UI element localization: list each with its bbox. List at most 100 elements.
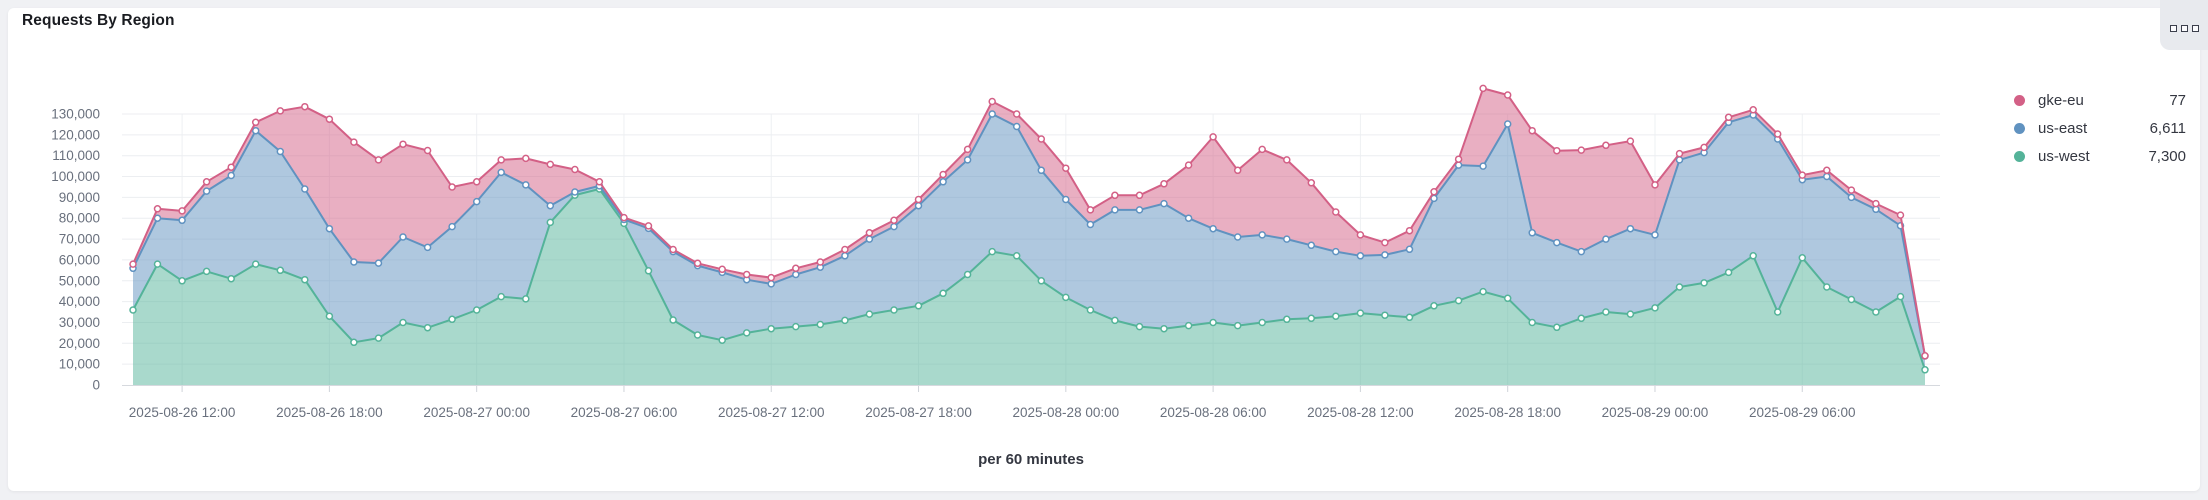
data-point-gke-eu [1283,156,1291,164]
data-point-us-east [1503,120,1512,128]
data-point-gke-eu [865,229,874,237]
data-point-gke-eu [571,165,579,174]
data-point-us-west [841,316,849,325]
legend-item-us-west[interactable]: us-west 7,300 [2014,148,2186,165]
data-point-us-west [1307,314,1316,323]
x-axis-label: 2025-08-28 12:00 [1307,405,1414,420]
panel-options-button[interactable] [2160,0,2208,50]
data-point-us-west [276,266,285,275]
data-point-us-east [1823,172,1831,181]
legend-value: 7,300 [2148,148,2186,165]
area-band-us-east [133,114,1925,370]
data-point-gke-eu [841,245,849,254]
data-point-gke-eu [1675,149,1684,158]
legend-dot-us-east [2014,123,2025,134]
data-point-us-east [571,188,579,196]
data-point-gke-eu [718,265,726,274]
data-point-gke-eu [1037,135,1046,143]
data-point-gke-eu [153,205,162,213]
data-point-gke-eu [1160,180,1168,188]
data-point-gke-eu [1798,171,1807,179]
data-point-us-east [1307,241,1316,250]
data-point-gke-eu [890,216,898,225]
data-point-us-east [227,171,235,180]
data-point-gke-eu [1111,191,1119,200]
data-point-gke-eu [1332,208,1340,216]
data-point-gke-eu [1577,146,1586,154]
data-point-us-west [1798,254,1807,262]
data-point-gke-eu [1553,146,1561,155]
x-axis-label: 2025-08-27 12:00 [718,405,825,420]
data-point-us-east [963,156,972,164]
data-point-us-west [890,306,898,314]
series-line-us-east [132,113,1926,357]
data-point-us-west [963,270,972,279]
data-point-us-west [178,277,186,285]
data-point-us-east [1233,233,1242,241]
data-point-gke-eu [325,115,334,123]
data-point-us-east [1184,214,1193,222]
data-point-us-east [1356,252,1365,260]
data-point-us-east [472,197,481,206]
legend-item-us-east[interactable]: us-east 6,611 [2014,120,2186,137]
data-point-gke-eu [374,156,383,164]
data-point-gke-eu [1062,164,1070,172]
data-point-us-west [350,338,358,347]
data-point-gke-eu [1749,106,1757,114]
x-axis-label: 2025-08-27 06:00 [571,405,678,420]
data-point-us-west [497,292,505,301]
data-point-gke-eu [1012,110,1021,118]
data-point-us-west [325,312,334,320]
data-point-gke-eu [301,102,309,111]
data-point-us-east [1847,193,1856,202]
data-point-us-east [374,259,383,267]
data-point-us-west [1233,321,1242,330]
y-axis-label: 100,000 [51,169,100,184]
data-point-us-east [202,187,211,195]
y-axis-label: 10,000 [59,357,100,372]
data-point-us-west [816,320,825,329]
data-point-us-east [988,110,996,118]
data-point-gke-eu [1135,191,1144,200]
data-point-gke-eu [1503,91,1512,99]
y-axis-label: 70,000 [59,232,100,247]
data-point-gke-eu [1381,238,1389,247]
data-point-us-west [1356,309,1365,317]
data-point-us-east [1405,245,1414,254]
data-point-us-west [1847,295,1856,304]
x-axis-title: per 60 minutes [978,451,1084,468]
data-point-us-east [1037,166,1046,175]
data-point-us-west [742,329,751,337]
legend-value: 6,611 [2149,120,2186,137]
y-axis-label: 90,000 [59,190,100,205]
data-point-us-east [178,216,186,225]
data-point-gke-eu [350,138,358,146]
boxes-horizontal-icon [2180,24,2188,32]
data-point-us-east [1626,224,1635,233]
legend-item-gke-eu[interactable]: gke-eu 77 [2014,92,2186,109]
data-point-us-west [718,336,726,344]
data-point-us-west [1209,318,1217,327]
data-point-us-west [1184,321,1193,330]
data-point-us-west [472,306,481,314]
data-point-gke-eu [1724,113,1733,122]
data-point-us-east [301,185,309,193]
data-point-us-east [251,126,260,135]
y-axis-label: 110,000 [52,148,100,163]
data-point-gke-eu [792,264,800,273]
data-point-us-west [202,267,211,276]
data-point-gke-eu [522,154,530,163]
data-point-us-west [399,318,407,327]
data-point-us-east [767,280,775,288]
data-point-gke-eu [546,160,555,169]
legend-value: 77 [2169,92,2186,109]
data-point-us-west [1651,304,1659,312]
data-point-gke-eu [914,195,923,204]
data-point-gke-eu [251,118,260,127]
data-point-us-east [1381,251,1389,259]
data-point-us-east [1160,199,1168,208]
data-point-gke-eu [1651,181,1659,189]
data-point-gke-eu [1454,155,1463,163]
data-point-us-west [1037,277,1046,285]
